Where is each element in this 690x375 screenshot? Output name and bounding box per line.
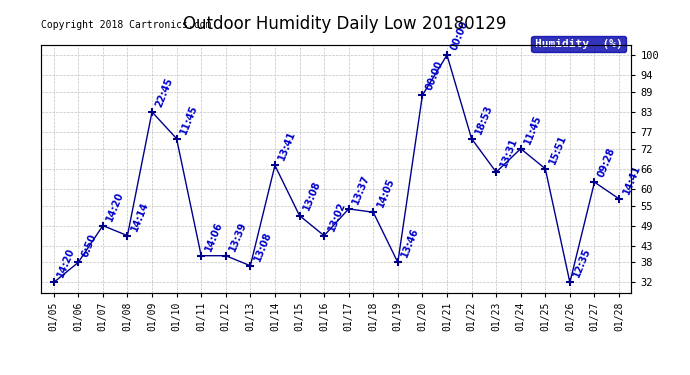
Text: 22:45: 22:45 (154, 76, 175, 108)
Text: 09:28: 09:28 (596, 146, 618, 179)
Text: 13:02: 13:02 (326, 200, 347, 232)
Text: 14:06: 14:06 (203, 220, 224, 252)
Text: 12:35: 12:35 (572, 247, 593, 279)
Text: 6:50: 6:50 (80, 233, 99, 259)
Text: 14:20: 14:20 (56, 247, 77, 279)
Text: 18:53: 18:53 (473, 103, 495, 135)
Text: 11:45: 11:45 (523, 113, 544, 146)
Text: 15:51: 15:51 (547, 133, 568, 165)
Text: 11:45: 11:45 (179, 103, 199, 135)
Text: 13:08: 13:08 (253, 230, 273, 262)
Text: 14:20: 14:20 (105, 190, 126, 222)
Text: 00:00: 00:00 (449, 19, 470, 52)
Text: 00:00: 00:00 (424, 59, 445, 92)
Text: 14:14: 14:14 (130, 200, 150, 232)
Text: 14:05: 14:05 (375, 176, 396, 209)
Legend: Humidity  (%): Humidity (%) (531, 36, 626, 52)
Text: 13:41: 13:41 (277, 130, 298, 162)
Text: 13:31: 13:31 (498, 136, 519, 169)
Text: 13:39: 13:39 (228, 220, 248, 252)
Text: Copyright 2018 Cartronics.com: Copyright 2018 Cartronics.com (41, 20, 212, 30)
Text: 14:41: 14:41 (621, 163, 642, 195)
Text: 13:08: 13:08 (302, 180, 322, 212)
Text: 13:37: 13:37 (351, 173, 371, 206)
Text: Outdoor Humidity Daily Low 20180129: Outdoor Humidity Daily Low 20180129 (184, 15, 506, 33)
Text: 13:46: 13:46 (400, 226, 421, 259)
